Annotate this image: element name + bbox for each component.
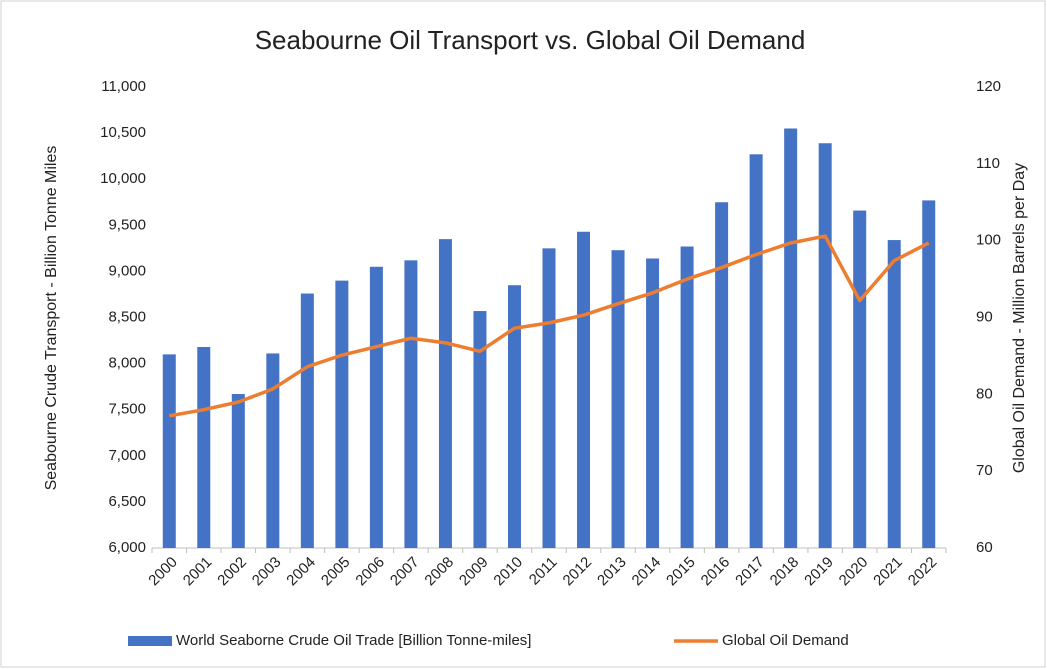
y2-axis-title: Global Oil Demand - Million Barrels per …: [1011, 163, 1028, 473]
y-tick-label: 8,500: [108, 308, 146, 325]
y-tick-label: 7,000: [108, 447, 146, 464]
bar: [300, 293, 314, 548]
y-tick-label: 9,000: [108, 262, 146, 279]
y-tick-label: 6,000: [108, 539, 146, 556]
y2-tick-label: 120: [976, 78, 1001, 95]
bar: [335, 280, 349, 548]
bar: [266, 353, 280, 548]
y-tick-label: 9,500: [108, 216, 146, 233]
bar: [680, 246, 694, 549]
y-tick-label: 7,500: [108, 401, 146, 418]
bar: [438, 239, 452, 548]
bar: [577, 231, 591, 548]
y-tick-label: 8,000: [108, 355, 146, 372]
bar: [473, 311, 487, 548]
legend-swatch: [128, 636, 172, 646]
bar: [611, 250, 625, 548]
bar: [404, 260, 418, 548]
y2-tick-label: 100: [976, 232, 1001, 249]
bar: [784, 128, 798, 549]
y2-tick-label: 60: [976, 539, 993, 556]
y2-tick-label: 110: [976, 155, 1000, 172]
bar: [749, 154, 763, 548]
y2-tick-label: 70: [976, 462, 993, 479]
y-axis-title: Seabourne Crude Transport - Billion Tonn…: [43, 146, 60, 491]
bar: [162, 354, 176, 548]
line: [168, 234, 930, 418]
chart-title: Seabourne Oil Transport vs. Global Oil D…: [255, 25, 806, 55]
y2-tick-label: 90: [976, 308, 993, 325]
bar: [542, 248, 556, 548]
bar: [369, 266, 383, 548]
bar: [853, 210, 867, 548]
bar: [231, 394, 245, 548]
legend-label: World Seaborne Crude Oil Trade [Billion …: [176, 632, 531, 649]
bar: [197, 347, 211, 548]
bar: [715, 202, 729, 548]
bar: [922, 200, 936, 548]
y-tick-label: 6,500: [108, 493, 146, 510]
legend-label: Global Oil Demand: [722, 632, 849, 649]
bar: [887, 240, 901, 548]
bar: [646, 258, 660, 548]
bar: [818, 143, 832, 548]
y2-tick-label: 80: [976, 385, 993, 402]
bar: [507, 285, 521, 548]
y-tick-label: 10,000: [100, 170, 146, 187]
y-tick-label: 10,500: [100, 124, 146, 141]
y-tick-label: 11,000: [101, 78, 146, 95]
